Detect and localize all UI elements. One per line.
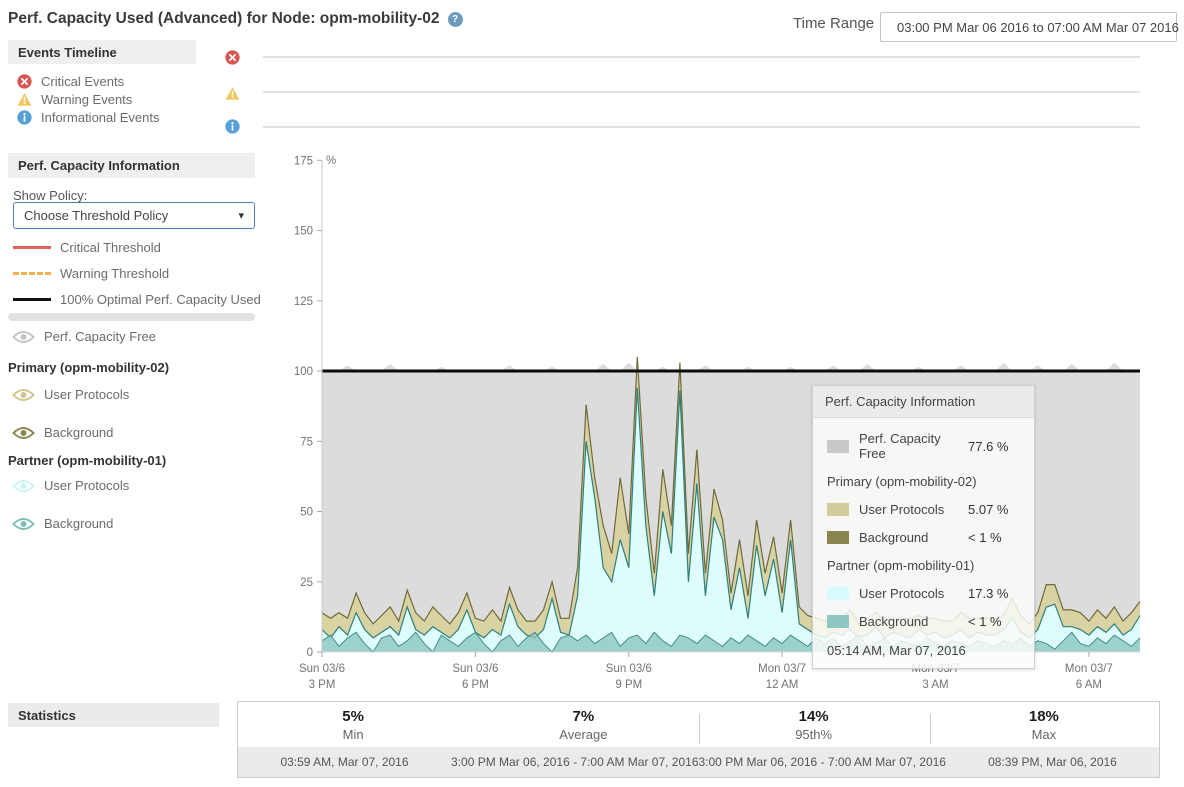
optimal-line-swatch xyxy=(13,298,51,301)
tooltip-group-partner: Partner (opm-mobility-01) xyxy=(827,558,975,573)
warning-triangle-icon xyxy=(17,92,32,106)
timeline-warning-icon xyxy=(225,86,240,100)
series-partner-user-protocols[interactable]: User Protocols xyxy=(12,478,129,493)
svg-text:0: 0 xyxy=(307,647,313,659)
timeline-warning-track xyxy=(263,91,1140,93)
svg-text:Mon 03/7: Mon 03/7 xyxy=(1065,663,1113,675)
tooltip-row-partner-user: User Protocols 17.3 % xyxy=(827,586,1024,601)
series-primary-background[interactable]: Background xyxy=(12,425,113,440)
free-swatch xyxy=(827,439,849,453)
time-range-label: Time Range xyxy=(793,15,875,32)
stats-divider xyxy=(699,714,700,744)
timeline-info-icon xyxy=(225,119,240,134)
statistics-timestamps-row: 03:59 AM, Mar 07, 2016 3:00 PM Mar 06, 2… xyxy=(238,747,1159,777)
eye-icon xyxy=(12,388,35,401)
svg-text:150: 150 xyxy=(294,226,313,238)
timeline-critical-track xyxy=(263,56,1140,58)
eye-icon xyxy=(12,330,35,343)
tooltip-header: Perf. Capacity Information xyxy=(813,386,1034,418)
legend-critical-threshold: Critical Threshold xyxy=(13,240,161,255)
time-range-value: 03:00 PM Mar 06 2016 to 07:00 AM Mar 07 … xyxy=(897,19,1179,35)
show-policy-label: Show Policy: xyxy=(13,188,88,203)
series-group-partner: Partner (opm-mobility-01) xyxy=(8,453,167,468)
timeline-critical-icon xyxy=(225,50,240,65)
legend-warning-threshold: Warning Threshold xyxy=(13,266,169,281)
eye-icon xyxy=(12,479,35,492)
statistics-values-row: 5% Min 7% Average 14% 95th% 18% Max xyxy=(238,702,1159,747)
svg-text:50: 50 xyxy=(300,507,313,519)
eye-icon xyxy=(12,517,35,530)
sidebar-scrollbar[interactable] xyxy=(8,313,255,321)
svg-text:25: 25 xyxy=(300,577,313,589)
perf-capacity-chart[interactable]: 0 25 50 75 100 125 150 175% Sun 03/6 3 PM Sun 03/6… xyxy=(280,148,1184,695)
warning-threshold-line xyxy=(13,272,51,275)
svg-text:3 PM: 3 PM xyxy=(309,679,336,691)
threshold-policy-select[interactable]: Choose Threshold Policy ▾ xyxy=(13,202,255,229)
tooltip-row-primary-user: User Protocols 5.07 % xyxy=(827,502,1024,517)
critical-circle-x-icon xyxy=(17,74,32,89)
svg-text:100: 100 xyxy=(294,366,313,378)
statistics-box: 5% Min 7% Average 14% 95th% 18% Max 03:5… xyxy=(237,701,1160,778)
stat-average-timestamp: 3:00 PM Mar 06, 2016 - 7:00 AM Mar 07, 2… xyxy=(451,755,699,769)
stats-divider xyxy=(930,714,931,744)
stat-min: 5% Min xyxy=(342,708,364,742)
svg-text:3 AM: 3 AM xyxy=(922,679,948,691)
threshold-policy-value: Choose Threshold Policy xyxy=(24,208,169,223)
chart-tooltip: Perf. Capacity Information Perf. Capacit… xyxy=(812,385,1035,669)
svg-text:Sun 03/6: Sun 03/6 xyxy=(299,663,345,675)
critical-threshold-line xyxy=(13,246,51,249)
time-range-picker[interactable]: 03:00 PM Mar 06 2016 to 07:00 AM Mar 07 … xyxy=(880,12,1179,42)
svg-text:Mon 03/7: Mon 03/7 xyxy=(758,663,806,675)
svg-text:Sun 03/6: Sun 03/6 xyxy=(606,663,652,675)
partner-bg-swatch xyxy=(827,615,849,628)
tooltip-row-free: Perf. Capacity Free 77.6 % xyxy=(827,431,1024,461)
svg-text:6 PM: 6 PM xyxy=(462,679,489,691)
help-icon[interactable]: ? xyxy=(447,11,463,27)
tooltip-row-primary-bg: Background < 1 % xyxy=(827,530,1024,545)
select-caret-icon: ▾ xyxy=(238,210,244,222)
svg-text:9 PM: 9 PM xyxy=(615,679,642,691)
svg-text:175: 175 xyxy=(294,155,313,167)
legend-optimal-line: 100% Optimal Perf. Capacity Used xyxy=(13,292,261,307)
stat-max-timestamp: 08:39 PM, Mar 06, 2016 xyxy=(988,755,1117,769)
stat-average: 7% Average xyxy=(559,708,608,742)
legend-critical-events: Critical Events xyxy=(17,74,124,89)
stat-95th: 14% 95th% xyxy=(795,708,833,742)
legend-informational-events: Informational Events xyxy=(17,110,160,125)
series-perf-capacity-free[interactable]: Perf. Capacity Free xyxy=(12,329,156,344)
eye-icon xyxy=(12,426,35,439)
svg-text:12 AM: 12 AM xyxy=(766,679,799,691)
primary-bg-swatch xyxy=(827,531,849,544)
series-partner-background[interactable]: Background xyxy=(12,516,113,531)
tooltip-group-primary: Primary (opm-mobility-02) xyxy=(827,474,977,489)
page-title-text: Perf. Capacity Used (Advanced) for Node:… xyxy=(8,10,440,27)
timeline-info-track xyxy=(263,126,1140,128)
partner-user-swatch xyxy=(827,587,849,600)
stat-max: 18% Max xyxy=(1028,708,1059,742)
svg-text:Sun 03/6: Sun 03/6 xyxy=(452,663,498,675)
series-group-primary: Primary (opm-mobility-02) xyxy=(8,360,170,375)
perf-capacity-info-header: Perf. Capacity Information xyxy=(8,153,255,178)
tooltip-row-partner-bg: Background < 1 % xyxy=(827,614,1024,629)
tooltip-timestamp: 05:14 AM, Mar 07, 2016 xyxy=(827,643,966,658)
svg-text:75: 75 xyxy=(300,436,313,448)
stat-95th-timestamp: 3:00 PM Mar 06, 2016 - 7:00 AM Mar 07, 2… xyxy=(698,755,946,769)
statistics-header: Statistics xyxy=(8,703,219,727)
stat-min-timestamp: 03:59 AM, Mar 07, 2016 xyxy=(280,755,409,769)
svg-text:6 AM: 6 AM xyxy=(1076,679,1102,691)
info-circle-icon xyxy=(17,110,32,125)
svg-text:125: 125 xyxy=(294,296,313,308)
legend-warning-events: Warning Events xyxy=(17,92,132,107)
svg-text:%: % xyxy=(326,155,336,167)
events-timeline-header: Events Timeline xyxy=(8,40,196,64)
primary-user-swatch xyxy=(827,503,849,516)
page-title: Perf. Capacity Used (Advanced) for Node:… xyxy=(8,10,463,28)
series-primary-user-protocols[interactable]: User Protocols xyxy=(12,387,129,402)
